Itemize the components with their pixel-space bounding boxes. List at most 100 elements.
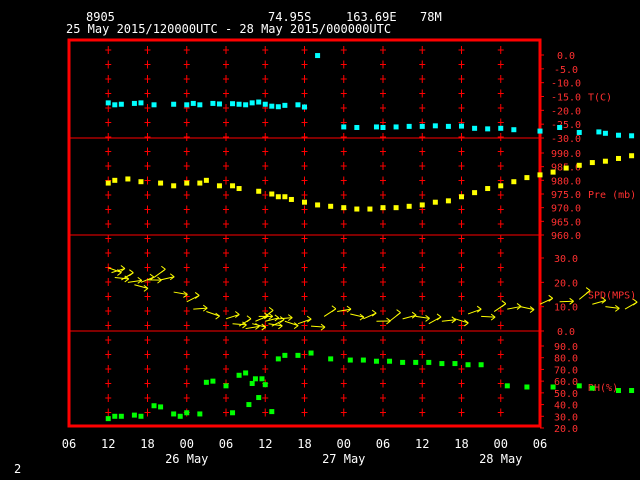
wind-arrow-head: [425, 317, 430, 322]
station-latitude: 74.95S: [268, 10, 312, 24]
data-point: [249, 100, 255, 106]
data-point: [504, 383, 510, 389]
data-point: [197, 102, 203, 108]
data-point: [393, 124, 399, 130]
data-point: [131, 412, 137, 418]
wind-arrow-head: [293, 325, 299, 329]
wind-arrow: [252, 323, 266, 328]
wind-arrow-head: [501, 303, 507, 308]
data-point: [576, 383, 582, 389]
y-tick-label: -5.0: [554, 65, 578, 76]
data-point: [432, 123, 438, 129]
wind-arrow-head: [202, 304, 208, 309]
wind-arrow-head: [246, 315, 252, 320]
data-point: [282, 194, 288, 200]
y-tick-label: 975.0: [551, 190, 581, 201]
wind-arrow-head: [169, 276, 175, 281]
data-point: [380, 205, 386, 211]
data-point: [203, 177, 209, 183]
data-point: [498, 183, 504, 189]
wind-arrow: [114, 276, 129, 280]
wind-arrow-head: [242, 321, 247, 326]
data-point: [406, 123, 412, 129]
wind-arrow-head: [331, 305, 337, 310]
data-point: [288, 196, 294, 202]
data-point: [629, 388, 635, 394]
data-point: [616, 388, 621, 394]
y-tick-label: 30.0: [554, 412, 578, 423]
chart-frame: [67, 38, 542, 428]
wind-arrow-head: [529, 309, 535, 313]
x-tick-label: 18: [454, 437, 468, 451]
data-point: [230, 183, 236, 189]
y-tick-label: 20.0: [554, 424, 578, 435]
wind-arrow: [415, 315, 430, 319]
y-tick-label: 0.0: [557, 51, 575, 62]
data-point: [112, 413, 118, 419]
wind-arrow-head: [274, 314, 280, 319]
panel-ylabel: RH(%): [588, 383, 618, 394]
wind-arrow-head: [425, 314, 430, 319]
y-tick-label: -25.0: [551, 120, 581, 131]
data-point: [465, 362, 471, 368]
data-point: [472, 190, 478, 196]
data-point: [246, 402, 252, 408]
wind-arrow-head: [396, 312, 401, 317]
data-point: [550, 384, 556, 390]
data-point: [282, 102, 288, 108]
y-tick-label: 80.0: [554, 354, 578, 365]
wind-arrow-head: [490, 313, 496, 318]
data-point: [118, 101, 124, 107]
wind-arrow: [402, 314, 417, 320]
data-point: [216, 101, 222, 107]
data-point: [236, 186, 242, 192]
y-tick-label: 965.0: [551, 217, 581, 228]
data-point: [184, 410, 190, 416]
x-tick-label: 06: [533, 437, 547, 451]
wind-arrow-head: [436, 313, 442, 318]
data-point: [171, 101, 177, 107]
data-point: [328, 203, 334, 209]
data-point: [498, 125, 504, 131]
data-point: [439, 361, 445, 367]
data-point: [308, 350, 314, 356]
wind-arrow: [467, 308, 482, 315]
wind-arrow-head: [235, 314, 240, 318]
data-point: [524, 175, 530, 181]
data-point: [426, 359, 432, 365]
data-point: [177, 413, 183, 419]
data-point: [105, 100, 111, 106]
wind-arrow-head: [293, 322, 299, 326]
wind-arrow-head: [261, 326, 267, 331]
x-tick-label: 12: [101, 437, 115, 451]
wind-arrow-head: [117, 272, 122, 276]
data-point: [259, 376, 265, 382]
wind-arrow-head: [194, 292, 200, 296]
wind-arrow: [363, 312, 377, 320]
data-point: [485, 126, 491, 132]
y-tick-label: 980.0: [551, 176, 581, 187]
data-point: [602, 130, 608, 136]
wind-arrow-head: [501, 300, 507, 305]
wind-arrow: [507, 305, 522, 310]
wind-arrow-head: [411, 314, 417, 319]
data-point: [373, 124, 379, 130]
data-point: [387, 358, 393, 364]
data-point: [459, 194, 464, 200]
data-point: [445, 123, 451, 129]
wind-arrow-head: [287, 314, 293, 319]
y-tick-label: 60.0: [554, 377, 578, 388]
data-point: [328, 356, 334, 362]
wind-arrow-head: [149, 273, 155, 278]
wind-arrow-head: [632, 298, 638, 303]
wind-arrow-head: [129, 272, 134, 277]
data-point: [223, 383, 229, 389]
wind-arrow-head: [264, 312, 269, 317]
wind-arrow-head: [548, 297, 553, 302]
time-range-label: 25 May 2015/120000UTC - 28 May 2015/0000…: [66, 22, 392, 36]
x-day-label: 26 May: [165, 452, 208, 466]
wind-arrow-head: [306, 318, 312, 323]
data-point: [125, 176, 131, 182]
y-tick-label: 0.0: [557, 327, 575, 338]
